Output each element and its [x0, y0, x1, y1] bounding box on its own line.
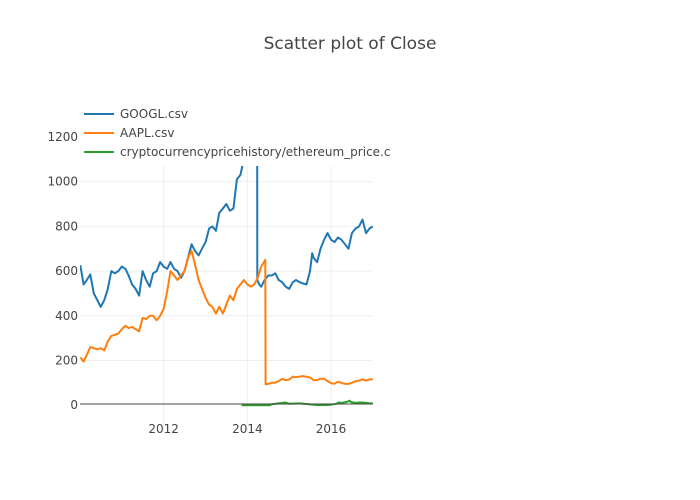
- y-tick-label: 800: [55, 219, 78, 233]
- legend-label: AAPL.csv: [120, 126, 174, 140]
- y-tick-label: 400: [55, 309, 78, 323]
- series-line-1: [80, 166, 373, 308]
- chart-title: Scatter plot of Close: [264, 34, 437, 54]
- y-tick-label: 0: [70, 398, 78, 412]
- x-tick-label: 2012: [148, 422, 179, 436]
- series-line-2: [80, 249, 373, 386]
- x-tick-label: 2016: [316, 422, 347, 436]
- y-tick-label: 1200: [47, 130, 78, 144]
- y-tick-label: 1000: [47, 175, 78, 189]
- y-tick-label: 200: [55, 353, 78, 367]
- legend-label: cryptocurrencypricehistory/ethereum_pric…: [120, 145, 390, 159]
- axes: 0 200 400 600 800 1000 1200 2012 2014 2016: [47, 130, 346, 436]
- x-tick-label: 2014: [232, 422, 263, 436]
- legend-label: GOOGL.csv: [120, 107, 188, 121]
- legend: GOOGL.csv AAPL.csv cryptocurrencypricehist…: [84, 107, 390, 159]
- grid: [80, 166, 373, 432]
- y-tick-label: 600: [55, 264, 78, 278]
